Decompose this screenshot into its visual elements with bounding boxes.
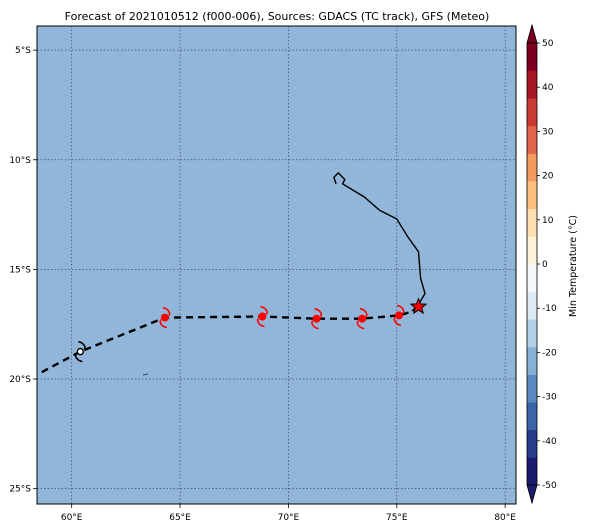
colorbar-tick-label: -20	[542, 348, 557, 358]
colorbar-max-extension	[526, 23, 538, 44]
colorbar-segment	[527, 374, 537, 403]
colorbar-segment	[527, 43, 537, 71]
colorbar-segment	[527, 125, 537, 154]
colorbar-segment	[527, 70, 537, 99]
colorbar-tick-label: 40	[542, 83, 554, 93]
lat-tick-label: 5°S	[15, 46, 31, 56]
colorbar-label: Min Temperature (°C)	[568, 215, 579, 317]
tropical-cyclone-icon	[311, 307, 323, 330]
colorbar-segment	[527, 264, 537, 292]
lon-tick-label: 75°E	[386, 513, 408, 523]
colorbar-tick-label: 0	[542, 260, 548, 270]
colorbar-segment	[527, 236, 537, 265]
tropical-cyclone-icon	[159, 306, 171, 329]
lat-tick-label: 10°S	[9, 156, 31, 166]
past-track-line	[333, 171, 426, 312]
lat-tick-label: 20°S	[9, 375, 31, 385]
colorbar-tick-label: 50	[542, 39, 554, 49]
lon-tick-labels: 60°E 65°E 70°E 75°E 80°E	[61, 513, 516, 523]
colorbar-segment	[527, 319, 537, 348]
colorbar-tick-label: 20	[542, 172, 554, 182]
lat-tick-labels: 5°S 10°S 15°S 20°S 25°S	[9, 46, 31, 495]
tropical-cyclone-icon	[356, 307, 368, 330]
ocean-area	[37, 26, 516, 504]
lat-gridlines	[33, 49, 516, 490]
lat-tick-label: 25°S	[9, 485, 31, 495]
lon-gridlines	[71, 26, 506, 508]
forecast-track-line	[40, 305, 420, 374]
colorbar-segments	[527, 43, 537, 486]
colorbar-segment	[527, 346, 537, 375]
lon-tick-label: 80°E	[494, 513, 516, 523]
colorbar-tick-label: -10	[542, 304, 557, 314]
colorbar: 50 40 30 20 10 0 -10 -20 -30 -40 -50 Min Temperatu…	[526, 23, 579, 505]
colorbar-segment	[527, 181, 537, 210]
colorbar-segment	[527, 402, 537, 431]
colorbar-tick-label: -50	[542, 481, 557, 491]
colorbar-segment	[527, 429, 537, 458]
current-position-star-icon	[409, 297, 428, 315]
colorbar-tick-label: 10	[542, 216, 554, 226]
colorbar-tick-label: -40	[542, 437, 557, 447]
tropical-cyclone-icon	[256, 305, 268, 328]
colorbar-tick-label: -30	[542, 393, 557, 403]
tropical-cyclone-icon	[74, 340, 86, 363]
map-panel	[33, 25, 517, 508]
small-island	[142, 373, 149, 376]
colorbar-tick-label: 30	[542, 127, 554, 137]
lat-tick-label: 15°S	[9, 265, 31, 275]
lon-tick-label: 65°E	[169, 513, 191, 523]
colorbar-segment	[527, 153, 537, 182]
colorbar-segment	[527, 457, 537, 486]
colorbar-segment	[527, 98, 537, 127]
lon-tick-label: 60°E	[61, 513, 83, 523]
colorbar-segment	[527, 291, 537, 320]
lon-tick-label: 70°E	[278, 513, 300, 523]
map-frame	[36, 25, 517, 505]
map-title: Forecast of 2021010512 (f000-006), Sourc…	[65, 10, 490, 23]
colorbar-min-extension	[526, 484, 538, 505]
colorbar-tick-labels: 50 40 30 20 10 0 -10 -20 -30 -40 -50	[537, 39, 557, 491]
tropical-cyclone-icon	[393, 304, 405, 327]
storm-symbols	[74, 304, 405, 363]
colorbar-segment	[527, 208, 537, 237]
